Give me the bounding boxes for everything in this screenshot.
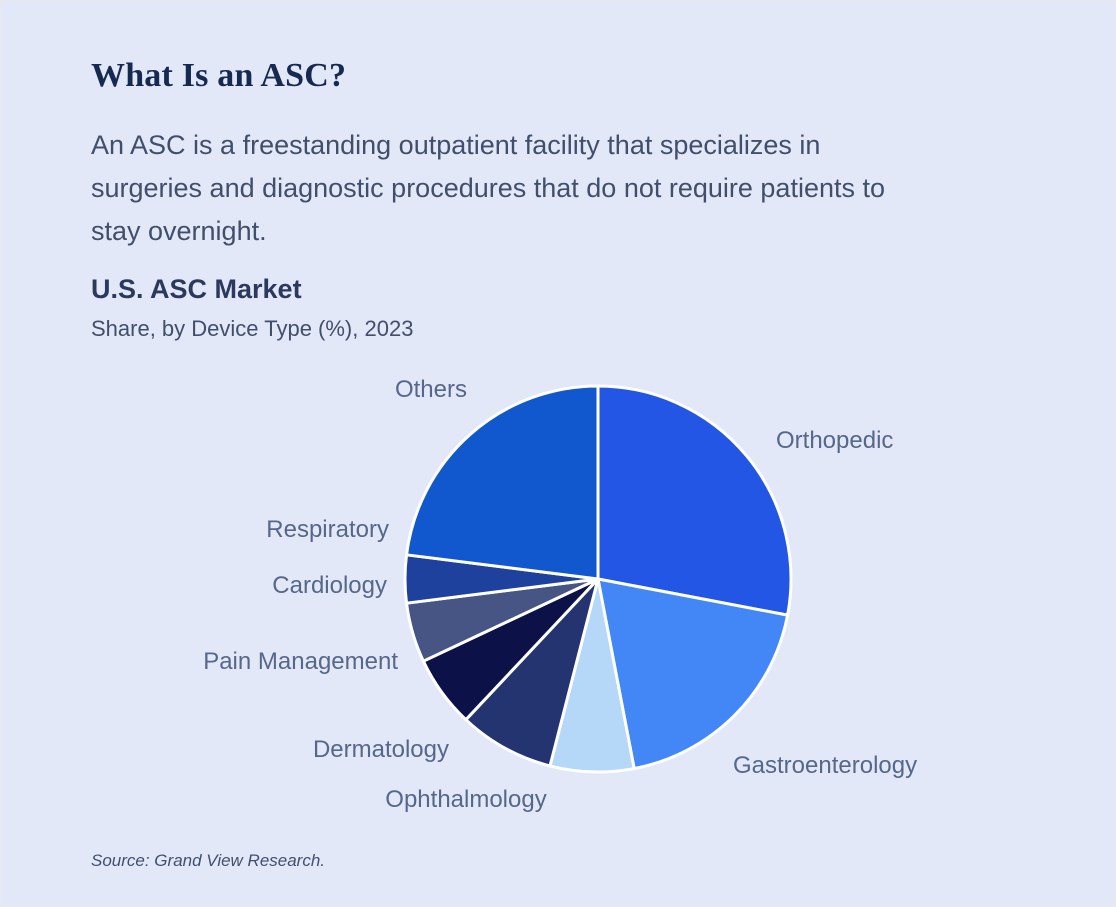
pie-chart (398, 379, 798, 779)
slice-label-cardiology: Cardiology (272, 572, 387, 599)
chart-subtitle: Share, by Device Type (%), 2023 (91, 316, 414, 341)
slice-label-orthopedic: Orthopedic (776, 427, 894, 454)
slice-label-respiratory: Respiratory (266, 516, 389, 543)
slice-label-dermatology: Dermatology (312, 736, 449, 763)
slice-label-gastroenterology: Gastroenterology (733, 752, 918, 779)
pie-slice-dermatology (464, 577, 600, 768)
source-note: Source: Grand View Research. (91, 851, 326, 870)
page-description: An ASC is a freestanding outpatient faci… (91, 130, 885, 246)
slice-label-ophthalmology: Ophthalmology (385, 786, 547, 813)
page-title: What Is an ASC? (91, 56, 347, 94)
pie-slice-gastroenterology (596, 577, 790, 771)
pie-slice-others (405, 384, 600, 581)
chart-title: U.S. ASC Market (91, 274, 302, 304)
slice-label-pain-management: Pain Management (203, 648, 398, 675)
pie-slice-orthopedic (596, 384, 793, 617)
slice-label-others: Others (394, 376, 467, 403)
pie-chart-svg (403, 384, 793, 774)
